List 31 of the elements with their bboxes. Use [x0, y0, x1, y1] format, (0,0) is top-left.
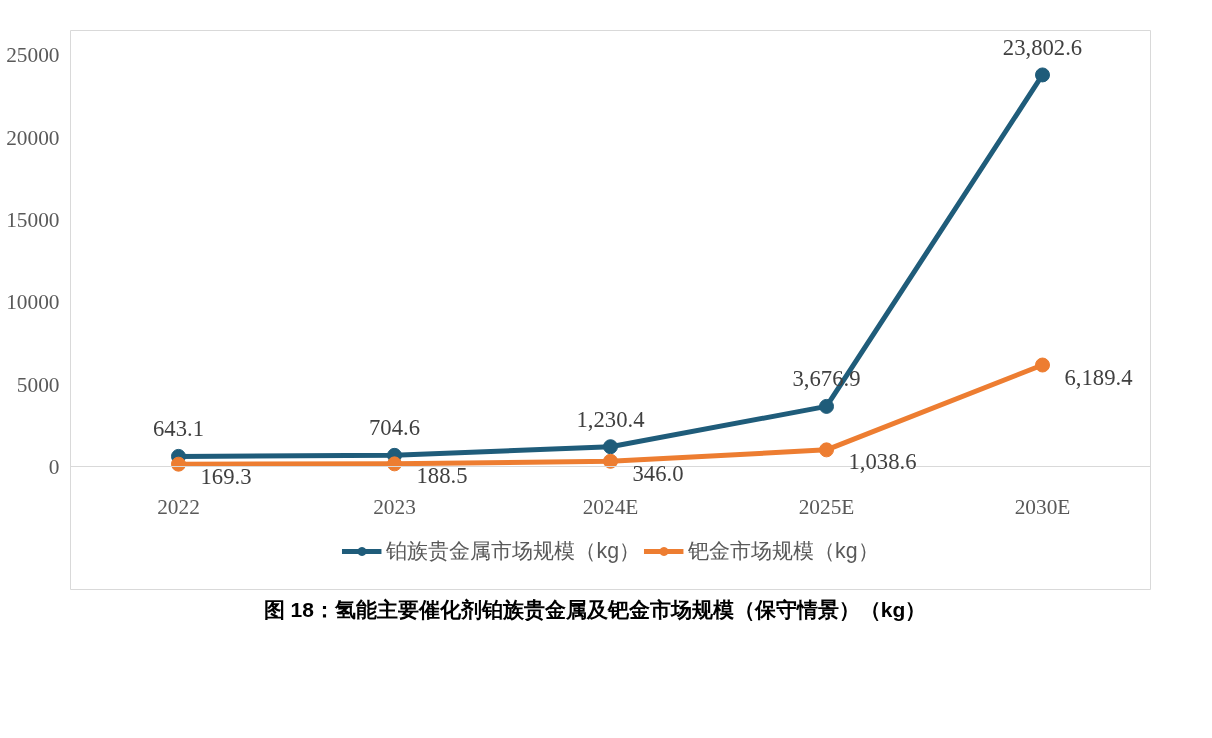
- y-tick-label: 15000: [6, 207, 60, 232]
- point: [1035, 67, 1050, 83]
- point: [603, 439, 618, 455]
- data-label: 1,230.4: [576, 406, 645, 432]
- point: [387, 456, 402, 472]
- data-label: 704.6: [369, 415, 420, 441]
- x-tick-label: 2030E: [1014, 494, 1071, 519]
- y-tick-label: 0: [48, 454, 60, 479]
- x-tick-label: 2023: [373, 494, 416, 519]
- x-tick-label: 2022: [157, 494, 200, 519]
- data-label: 1,038.6: [848, 449, 917, 475]
- point: [603, 453, 618, 469]
- text: 图 18：氢能主要催化剂铂族贵金属及钯金市场规模（保守情景）（kg）: [262, 597, 928, 623]
- data-label: 643.1: [153, 416, 204, 442]
- x-tick-label: 2024E: [582, 494, 639, 519]
- data-label: 6,189.4: [1064, 364, 1133, 390]
- data-label: 169.3: [200, 463, 252, 489]
- data-label: 346.0: [632, 460, 684, 486]
- y-tick-label: 5000: [16, 372, 60, 397]
- y-tick-label: 10000: [6, 290, 60, 315]
- point: [1035, 357, 1050, 373]
- x-tick-label: 2025E: [798, 494, 855, 519]
- point: [171, 456, 186, 472]
- y-tick-label: 20000: [6, 125, 60, 150]
- y-tick-label: 25000: [6, 43, 60, 68]
- legend-label: 铂族贵金属市场规模（kg）: [386, 538, 640, 565]
- point: [819, 442, 834, 458]
- legend-label: 钯金市场规模（kg）: [688, 538, 879, 565]
- data-label: 188.5: [416, 463, 468, 489]
- data-label: 23,802.6: [1002, 34, 1083, 60]
- point: [819, 398, 834, 414]
